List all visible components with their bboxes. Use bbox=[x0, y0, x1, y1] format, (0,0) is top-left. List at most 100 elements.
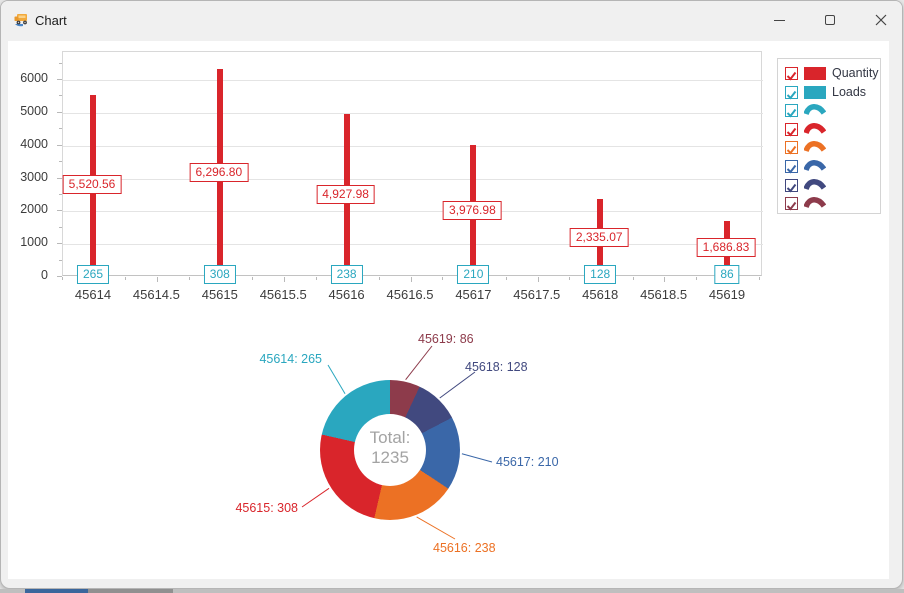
legend-item[interactable]: Loads bbox=[778, 84, 880, 102]
legend-item[interactable] bbox=[778, 139, 880, 157]
check-icon bbox=[786, 90, 797, 100]
legend-item-label: Quantity bbox=[832, 66, 879, 80]
gridline bbox=[63, 211, 763, 213]
minimize-button[interactable] bbox=[756, 1, 802, 39]
y-axis-tick-label: 2000 bbox=[20, 202, 48, 217]
y-axis-tick bbox=[57, 210, 62, 212]
legend-item[interactable]: Quantity bbox=[778, 65, 880, 83]
y-axis-tick bbox=[59, 193, 62, 195]
title-bar: Chart bbox=[1, 1, 902, 41]
check-icon bbox=[786, 109, 797, 118]
x-axis-tick bbox=[188, 277, 190, 280]
close-button[interactable] bbox=[858, 1, 902, 39]
legend-checkbox[interactable] bbox=[785, 67, 798, 81]
legend-checkbox[interactable] bbox=[785, 141, 798, 155]
legend-item[interactable] bbox=[778, 158, 880, 176]
quantity-point-label: 1,686.83 bbox=[696, 238, 756, 258]
gridline bbox=[63, 145, 763, 147]
x-axis-tick bbox=[410, 277, 412, 282]
check-icon bbox=[786, 202, 797, 211]
x-axis-tick-label: 45617 bbox=[455, 287, 492, 302]
y-axis-tick bbox=[59, 226, 62, 228]
x-axis-tick-label: 45614 bbox=[74, 287, 112, 302]
x-axis-tick bbox=[569, 277, 571, 280]
donut-hole bbox=[354, 414, 426, 486]
y-axis-tick-label: 1000 bbox=[20, 235, 48, 250]
legend-checkbox[interactable] bbox=[785, 85, 798, 100]
x-axis-tick bbox=[759, 277, 761, 280]
chart-legend: Quantity Loads bbox=[777, 58, 881, 214]
legend-marker-square bbox=[804, 67, 826, 80]
quantity-point-label: 6,296.80 bbox=[189, 162, 249, 182]
legend-checkbox[interactable] bbox=[785, 178, 798, 193]
pie-leader-line bbox=[416, 516, 456, 540]
pie-leader-line bbox=[405, 345, 433, 381]
pie-leader-line bbox=[327, 364, 346, 395]
loads-point-label: 238 bbox=[330, 265, 363, 284]
legend-item[interactable] bbox=[778, 195, 880, 213]
x-axis-tick bbox=[62, 277, 63, 280]
loads-point-label: 265 bbox=[76, 265, 110, 284]
pie-leader-line bbox=[439, 371, 476, 399]
x-axis-tick-label: 45616 bbox=[328, 287, 365, 302]
arc-series-icon bbox=[804, 104, 826, 116]
legend-checkbox[interactable] bbox=[785, 160, 798, 174]
y-axis-tick bbox=[57, 144, 62, 146]
loads-point-label: 308 bbox=[203, 265, 236, 284]
y-axis-tick bbox=[59, 259, 62, 261]
gridline bbox=[63, 80, 763, 81]
check-icon bbox=[786, 146, 797, 155]
x-axis-tick-label: 45618 bbox=[582, 287, 619, 302]
pie-slice-label: 45616: 238 bbox=[433, 541, 496, 555]
x-axis-tick-label: 45618.5 bbox=[640, 287, 688, 302]
y-axis-tick bbox=[57, 79, 62, 80]
pie-slice-label: 45617: 210 bbox=[496, 455, 559, 469]
arc-series-icon bbox=[804, 122, 826, 134]
check-icon bbox=[786, 71, 797, 81]
x-axis-tick bbox=[442, 277, 444, 280]
x-axis-tick-label: 45615 bbox=[201, 287, 238, 302]
loads-point-label: 86 bbox=[714, 265, 740, 284]
x-axis-tick-label: 45614.5 bbox=[132, 287, 180, 302]
maximize-button[interactable] bbox=[807, 1, 853, 39]
close-icon bbox=[875, 14, 887, 26]
y-axis-tick bbox=[59, 95, 62, 97]
y-axis-tick bbox=[57, 276, 62, 277]
arc-series-icon bbox=[804, 160, 826, 172]
x-axis-tick bbox=[315, 277, 317, 280]
pie-slice-label: 45614: 265 bbox=[259, 352, 322, 366]
quantity-point-label: 2,335.07 bbox=[569, 227, 629, 247]
legend-item-label: Loads bbox=[832, 84, 867, 99]
pie-slice-label: 45618: 128 bbox=[465, 360, 528, 374]
y-axis-tick-label: 3000 bbox=[20, 169, 48, 184]
check-icon bbox=[786, 183, 797, 193]
check-icon bbox=[786, 164, 797, 174]
pie-slice-label: 45619: 86 bbox=[418, 332, 474, 346]
arc-series-icon bbox=[804, 141, 826, 153]
y-axis-tick bbox=[59, 161, 62, 163]
maximize-icon bbox=[825, 15, 835, 25]
legend-checkbox[interactable] bbox=[785, 122, 798, 137]
gridline bbox=[63, 112, 763, 114]
y-axis-tick bbox=[59, 128, 62, 130]
x-axis-tick-label: 45617.5 bbox=[513, 287, 561, 302]
legend-item[interactable] bbox=[778, 102, 880, 120]
x-axis-tick bbox=[537, 277, 539, 282]
y-axis-tick bbox=[57, 177, 62, 179]
legend-checkbox[interactable] bbox=[785, 104, 798, 118]
arc-series-icon bbox=[804, 178, 826, 190]
quantity-point-label: 4,927.98 bbox=[316, 185, 375, 205]
arc-series-icon bbox=[804, 197, 826, 209]
check-icon bbox=[786, 127, 797, 137]
x-axis-tick bbox=[696, 277, 697, 280]
legend-item[interactable] bbox=[778, 121, 880, 139]
quantity-point-label: 3,976.98 bbox=[443, 200, 502, 220]
legend-item[interactable] bbox=[778, 177, 880, 195]
gridline bbox=[63, 244, 763, 246]
x-axis-tick-label: 45615.5 bbox=[259, 287, 307, 302]
x-axis-tick bbox=[379, 277, 380, 280]
donut-total-title: Total: bbox=[369, 428, 411, 447]
pie-leader-line bbox=[461, 453, 493, 463]
x-axis-tick bbox=[157, 277, 159, 282]
legend-checkbox[interactable] bbox=[785, 197, 798, 211]
